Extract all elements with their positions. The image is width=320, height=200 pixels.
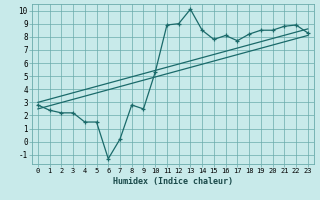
X-axis label: Humidex (Indice chaleur): Humidex (Indice chaleur) <box>113 177 233 186</box>
